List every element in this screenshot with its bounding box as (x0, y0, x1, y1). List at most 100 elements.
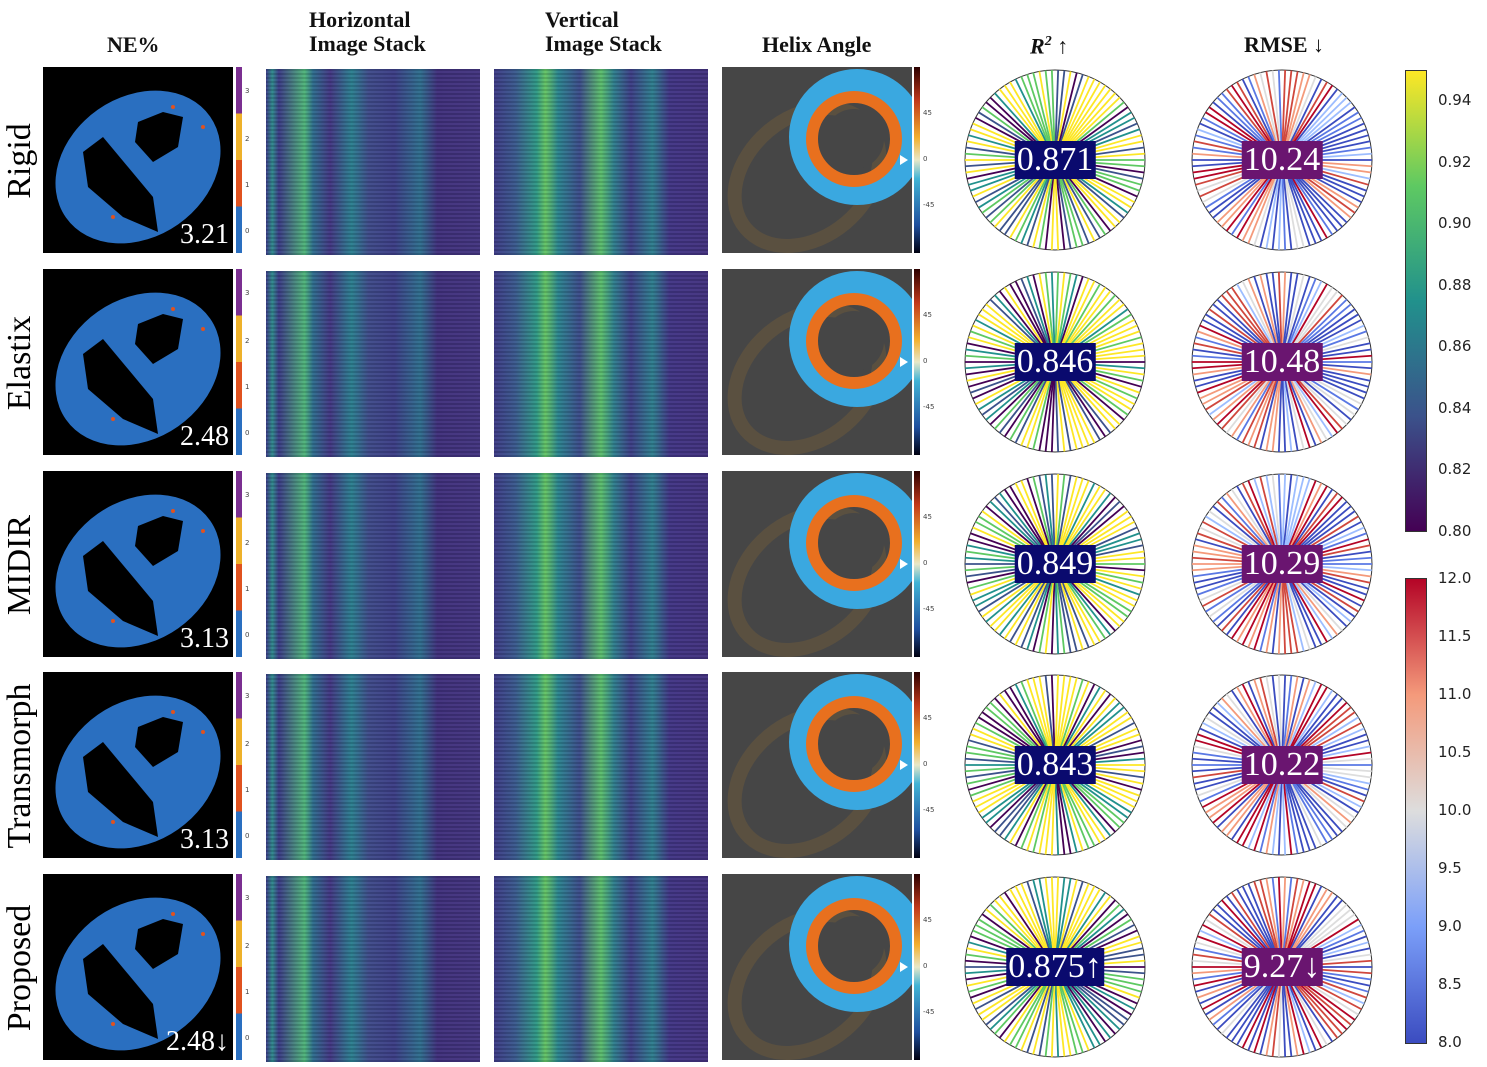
ne-colorbar-tick: 1 (245, 383, 250, 391)
r2-value: 0.871 (1014, 141, 1096, 179)
header-vertical: Vertical Image Stack (545, 8, 662, 56)
header-horizontal: Horizontal Image Stack (309, 8, 426, 56)
vertical-image-stack (494, 271, 708, 457)
ne-colorbar: 0 1 2 3 (236, 672, 249, 858)
rmse-value: 10.29 (1241, 545, 1323, 583)
header-r2-arrow: ↑ (1057, 33, 1069, 59)
rmse-colorbar (1405, 578, 1427, 1044)
header-vertical-line2: Image Stack (545, 31, 662, 56)
header-vertical-line1: Vertical (545, 7, 619, 32)
header-r2: R2 ↑ (1030, 30, 1068, 58)
ne-colorbar-tick: 2 (245, 942, 250, 950)
helix-colorbar-tick: 0 (923, 155, 928, 163)
helix-colorbar-tick: 0 (923, 357, 928, 365)
helix-angle-map (722, 269, 925, 455)
ne-map-graphic (55, 90, 221, 244)
ne-map-image: 3.13 (43, 672, 233, 858)
row-label-method: Proposed (1, 904, 38, 1032)
ne-map-graphic (55, 695, 221, 849)
ne-map-graphic (55, 292, 221, 446)
header-helix: Helix Angle (762, 32, 872, 57)
ne-value: 2.48↓ (166, 1026, 229, 1057)
rmse-colorbar-tick: 9.5 (1438, 859, 1462, 877)
helix-colorbar: 45 0 -45 (914, 269, 934, 455)
r2-value: 0.846 (1014, 343, 1096, 381)
rmse-value: 10.48 (1241, 343, 1323, 381)
r2-colorbar-tick: 0.86 (1438, 337, 1472, 355)
horizontal-image-stack (266, 876, 480, 1062)
helix-colorbar-tick: 45 (923, 916, 932, 924)
horizontal-image-stack (266, 69, 480, 255)
ne-map-image: 3.13 (43, 471, 233, 657)
ne-colorbar: 0 1 2 3 (236, 874, 249, 1060)
helix-angle-graphic (727, 271, 925, 455)
vertical-image-stack (494, 876, 708, 1062)
rmse-colorbar-tick: 11.5 (1438, 627, 1472, 645)
ne-value: 2.48 (180, 421, 229, 452)
r2-colorbar-tick: 0.92 (1438, 152, 1472, 171)
ne-colorbar: 0 1 2 3 (236, 269, 249, 455)
helix-colorbar-tick: -45 (923, 1008, 935, 1016)
header-r2-sup: 2 (1044, 34, 1052, 49)
ne-colorbar-tick: 0 (245, 832, 250, 840)
helix-angle-graphic (727, 473, 925, 657)
header-ne: NE% (107, 32, 160, 57)
helix-colorbar-tick: -45 (923, 201, 935, 209)
r2-colorbar-tick: 0.82 (1438, 460, 1472, 478)
helix-colorbar: 45 0 -45 (914, 471, 934, 657)
ne-colorbar-tick: 2 (245, 135, 250, 143)
helix-angle-graphic (727, 69, 925, 253)
header-rmse: RMSE ↓ (1244, 32, 1325, 57)
ne-value: 3.13 (180, 824, 229, 855)
ne-colorbar-tick: 3 (245, 491, 250, 499)
row-label-method: Rigid (1, 123, 38, 199)
ne-colorbar-tick: 3 (245, 692, 250, 700)
ne-colorbar-tick: 1 (245, 786, 250, 794)
header-horizontal-line2: Image Stack (309, 31, 426, 56)
rmse-colorbar-tick: 10.0 (1438, 801, 1472, 819)
ne-colorbar-tick: 0 (245, 1034, 250, 1042)
rmse-colorbar-tick: 8.5 (1438, 975, 1462, 993)
r2-value: 0.849 (1014, 545, 1096, 583)
rmse-value: 9.27↓ (1241, 948, 1323, 986)
rmse-value: 10.22 (1241, 746, 1323, 784)
vertical-image-stack (494, 473, 708, 659)
rmse-value: 10.24 (1241, 141, 1323, 179)
r2-colorbar-tick: 0.90 (1438, 214, 1472, 232)
helix-colorbar: 45 0 -45 (914, 67, 934, 253)
horizontal-image-stack (266, 473, 480, 659)
helix-colorbar-tick: 0 (923, 559, 928, 567)
rmse-colorbar-tick: 9.0 (1438, 917, 1462, 935)
r2-colorbar-tick: 0.88 (1438, 275, 1472, 294)
ne-map-graphic (55, 897, 221, 1051)
r2-colorbar-tick: 0.84 (1438, 398, 1472, 417)
r2-value: 0.875↑ (1006, 948, 1104, 986)
helix-colorbar-tick: 45 (923, 714, 932, 722)
r2-colorbar (1405, 70, 1427, 532)
helix-angle-map (722, 672, 925, 858)
helix-colorbar-tick: 0 (923, 962, 928, 970)
row-label-method: Elastix (1, 315, 38, 411)
row-label-method: MIDIR (1, 514, 38, 616)
ne-colorbar-tick: 2 (245, 337, 250, 345)
ne-map-image: 2.48↓ (43, 874, 233, 1060)
rmse-colorbar-tick: 10.5 (1438, 743, 1472, 761)
horizontal-image-stack (266, 271, 480, 457)
ne-value: 3.13 (180, 623, 229, 654)
ne-colorbar-tick: 1 (245, 988, 250, 996)
header-r2-r: R (1030, 33, 1045, 59)
ne-colorbar: 0 1 2 3 (236, 67, 249, 253)
helix-colorbar: 45 0 -45 (914, 874, 934, 1060)
rmse-colorbar-tick: 11.0 (1438, 685, 1472, 703)
ne-colorbar: 0 1 2 3 (236, 471, 249, 657)
ne-colorbar-tick: 2 (245, 539, 250, 547)
vertical-image-stack (494, 69, 708, 255)
helix-colorbar: 45 0 -45 (914, 672, 934, 858)
ne-map-image: 3.21 (43, 67, 233, 253)
ne-colorbar-tick: 0 (245, 631, 250, 639)
helix-colorbar-tick: 45 (923, 109, 932, 117)
helix-colorbar-tick: -45 (923, 403, 935, 411)
helix-colorbar-tick: -45 (923, 605, 935, 613)
helix-colorbar-tick: 45 (923, 311, 932, 319)
row-label-method: Transmorph (1, 683, 38, 849)
